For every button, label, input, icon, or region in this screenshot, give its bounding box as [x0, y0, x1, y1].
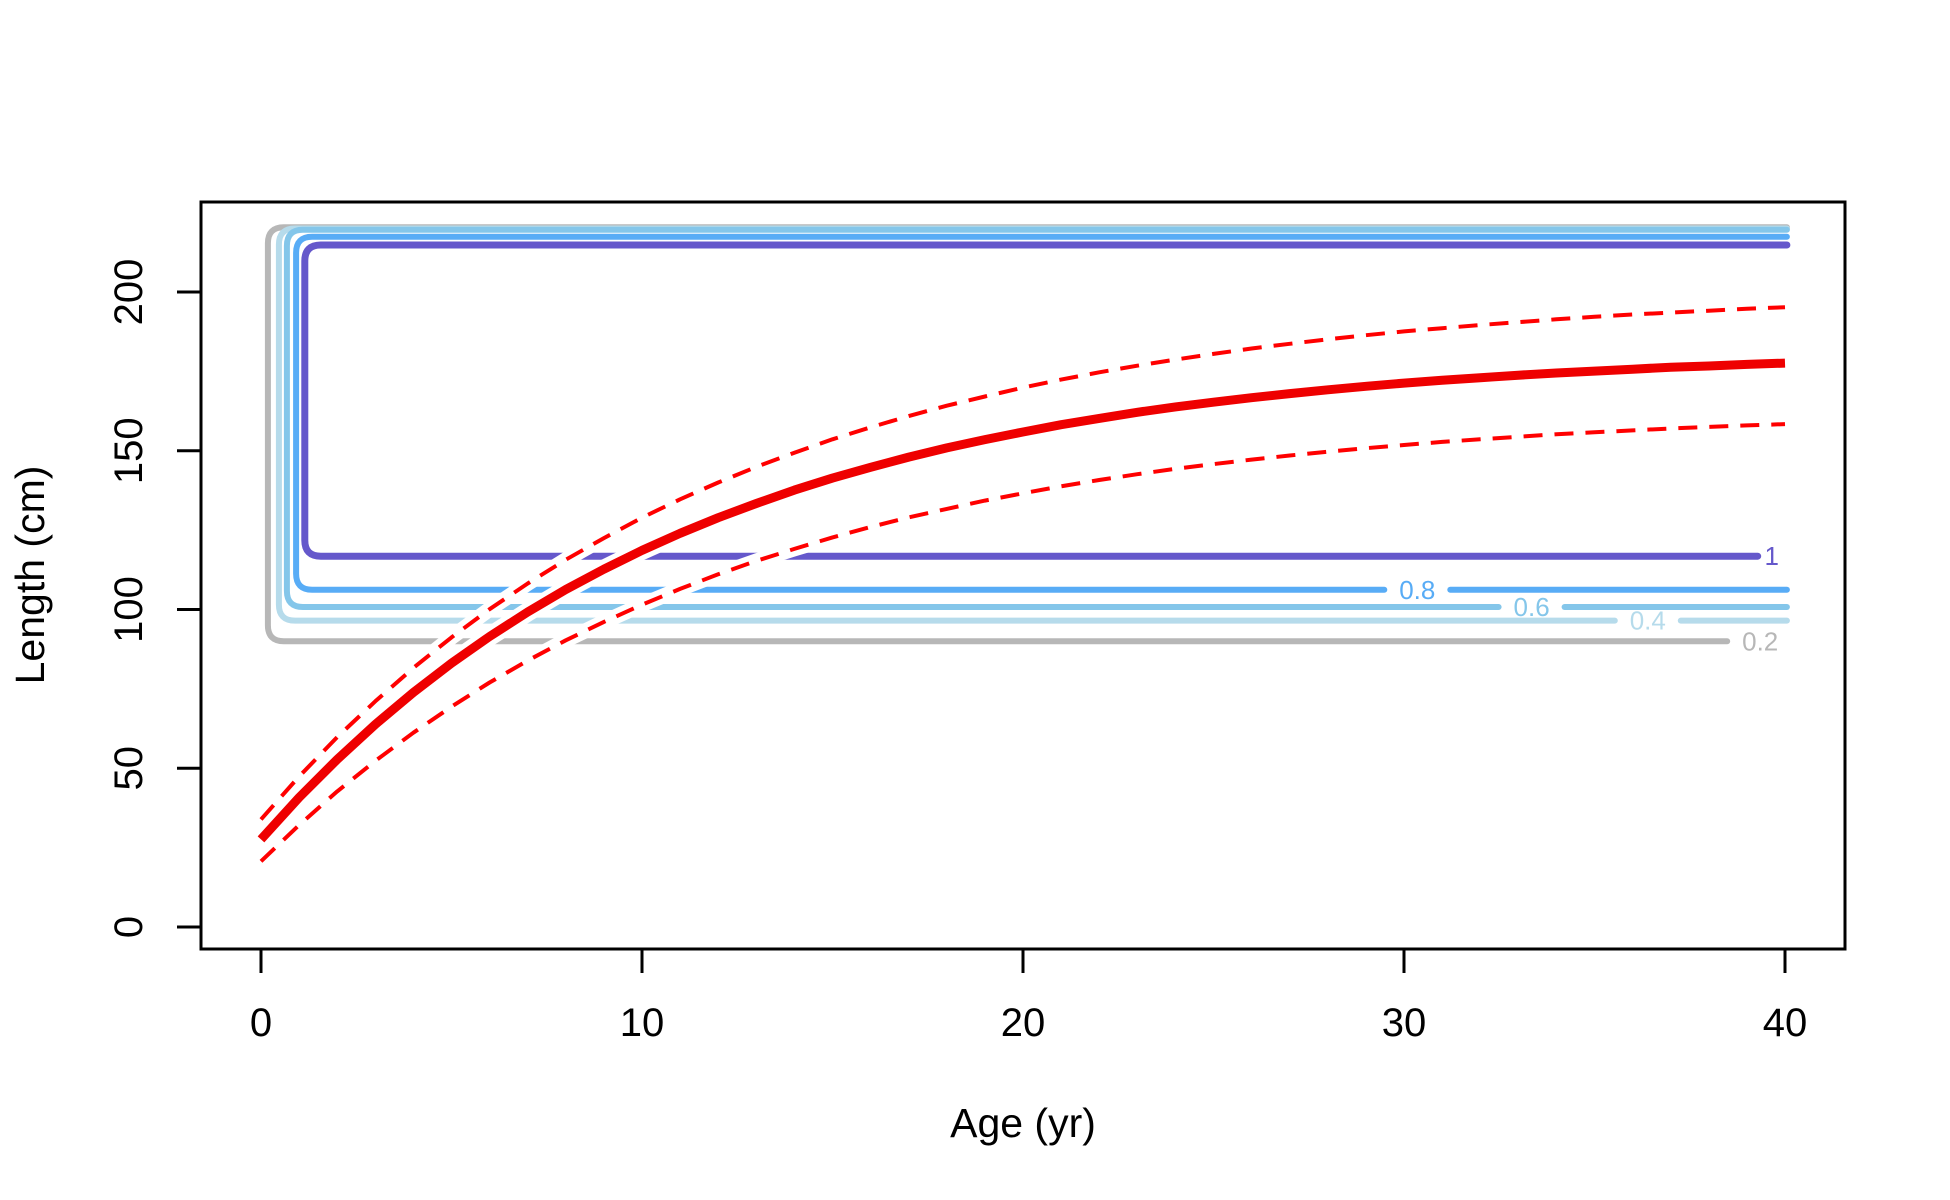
- y-tick-label-150: 150: [107, 417, 151, 484]
- x-tick-label-0: 0: [250, 1001, 272, 1045]
- contour-line-1: [301, 241, 1791, 560]
- x-tick-label-20: 20: [1001, 1001, 1046, 1045]
- y-tick-label-50: 50: [107, 746, 151, 791]
- growth-curve-lower-bound: [259, 422, 1786, 863]
- contour-label-0.4: 0.4: [1630, 606, 1666, 636]
- curve-layer: [251, 299, 1795, 869]
- x-axis-title: Age (yr): [950, 1100, 1096, 1146]
- contour-line-0.8: [293, 233, 1790, 593]
- x-tick-label-10: 10: [620, 1001, 665, 1045]
- contour-label-0.8: 0.8: [1399, 575, 1435, 605]
- y-tick-label-0: 0: [107, 916, 151, 938]
- y-axis-title: Length (cm): [7, 466, 53, 685]
- y-tick-label-100: 100: [107, 576, 151, 643]
- contour-line-0.6: [283, 226, 1790, 610]
- y-tick-label-200: 200: [107, 259, 151, 326]
- contour-line-0.2: [264, 224, 1790, 645]
- contour-label-0.2: 0.2: [1742, 626, 1778, 656]
- x-tick-label-40: 40: [1763, 1001, 1808, 1045]
- contour-layer: 0.2 0.4 0.6 0.8 1: [264, 224, 1791, 656]
- contour-label-1: 1: [1764, 541, 1778, 571]
- curve-halo-upper-bound: [253, 299, 1793, 827]
- contour-line-0.4: [275, 225, 1790, 624]
- contour-label-0.6: 0.6: [1514, 592, 1550, 622]
- x-tick-label-30: 30: [1382, 1001, 1427, 1045]
- growth-curve-mean-length: [257, 358, 1786, 843]
- axis-layer: 0 10 20 30 40 0 50 100 150 200: [107, 200, 1847, 1045]
- growth-curve-upper-bound: [259, 305, 1786, 821]
